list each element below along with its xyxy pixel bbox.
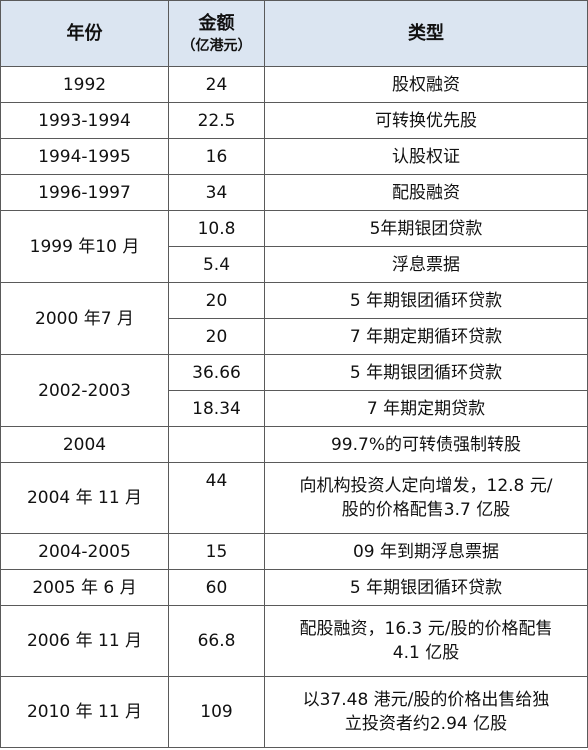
header-amount: 金额 （亿港元） [168,0,265,67]
table-row: 20 7 年期定期循环贷款 [1,318,588,355]
cell-year: 2004 年 11 月 [0,462,169,534]
cell-type: 5 年期银团循环贷款 [264,354,588,391]
cell-year: 1993-1994 [0,102,169,139]
table-row: 2005 年 6 月 60 5 年期银团循环贷款 [0,569,588,606]
cell-year: 2004-2005 [0,533,169,570]
cell-year: 2006 年 11 月 [0,605,169,677]
table-row: 2004 年 11 月 44 向机构投资人定向增发，12.8 元/ 股的价格配售… [0,462,588,534]
header-year: 年份 [0,0,169,67]
cell-type: 配股融资，16.3 元/股的价格配售 4.1 亿股 [264,605,588,677]
cell-amount: 15 [168,533,265,570]
cell-amount: 34 [168,174,265,211]
cell-amount: 20 [168,282,265,319]
cell-amount: 10.8 [168,210,265,247]
table-row: 2004 99.7%的可转债强制转股 [0,426,588,463]
table-row: 2006 年 11 月 66.8 配股融资，16.3 元/股的价格配售 4.1 … [0,605,588,677]
cell-amount: 5.4 [168,246,265,283]
cell-type: 7 年期定期贷款 [264,390,588,427]
cell-amount: 24 [168,66,265,103]
cell-amount: 16 [168,138,265,175]
cell-amount: 20 [168,318,265,355]
table-row: 5.4 浮息票据 [1,246,588,283]
header-amount-label: 金额 [198,12,235,34]
cell-type: 可转换优先股 [264,102,588,139]
table-row: 2010 年 11 月 109 以37.48 港元/股的价格出售给独 立投资者约… [0,676,588,748]
cell-amount: 18.34 [168,390,265,427]
cell-year: 1999 年10 月 [0,210,169,283]
cell-amount: 44 [168,462,265,534]
cell-type: 以37.48 港元/股的价格出售给独 立投资者约2.94 亿股 [264,676,588,748]
table-row: 1994-1995 16 认股权证 [0,138,588,175]
cell-type: 7 年期定期循环贷款 [264,318,588,355]
cell-amount: 22.5 [168,102,265,139]
cell-year: 1996-1997 [0,174,169,211]
table-row: 1999 年10 月 10.8 5年期银团贷款 [0,210,588,283]
cell-type: 5 年期银团循环贷款 [264,569,588,606]
cell-year: 2000 年7 月 [0,282,169,355]
table-row: 1996-1997 34 配股融资 [0,174,588,211]
table-row: 2004-2005 15 09 年到期浮息票据 [0,533,588,570]
cell-year: 2004 [0,426,169,463]
table-row: 1992 24 股权融资 [0,66,588,103]
cell-amount: 66.8 [168,605,265,677]
cell-year: 2002-2003 [0,354,169,427]
cell-year: 1994-1995 [0,138,169,175]
cell-type: 认股权证 [264,138,588,175]
cell-type: 5 年期银团循环贷款 [264,282,588,319]
cell-year: 1992 [0,66,169,103]
cell-type: 向机构投资人定向增发，12.8 元/ 股的价格配售3.7 亿股 [264,462,588,534]
table-row: 2000 年7 月 20 5 年期银团循环贷款 [0,282,588,355]
header-amount-unit: （亿港元） [181,37,252,54]
cell-amount [168,426,265,463]
cell-type: 5年期银团贷款 [264,210,588,247]
table-row: 1993-1994 22.5 可转换优先股 [0,102,588,139]
cell-type: 09 年到期浮息票据 [264,533,588,570]
cell-amount: 60 [168,569,265,606]
cell-type: 配股融资 [264,174,588,211]
cell-year: 2010 年 11 月 [0,676,169,748]
cell-year: 2005 年 6 月 [0,569,169,606]
cell-type: 浮息票据 [264,246,588,283]
cell-amount: 36.66 [168,354,265,391]
cell-type: 股权融资 [264,66,588,103]
cell-type: 99.7%的可转债强制转股 [264,426,588,463]
table-row: 18.34 7 年期定期贷款 [1,390,588,427]
header-type: 类型 [264,0,588,67]
table-row: 2002-2003 36.66 5 年期银团循环贷款 [0,354,588,427]
cell-amount: 109 [168,676,265,748]
header-row: 年份 金额 （亿港元） 类型 [0,0,588,67]
